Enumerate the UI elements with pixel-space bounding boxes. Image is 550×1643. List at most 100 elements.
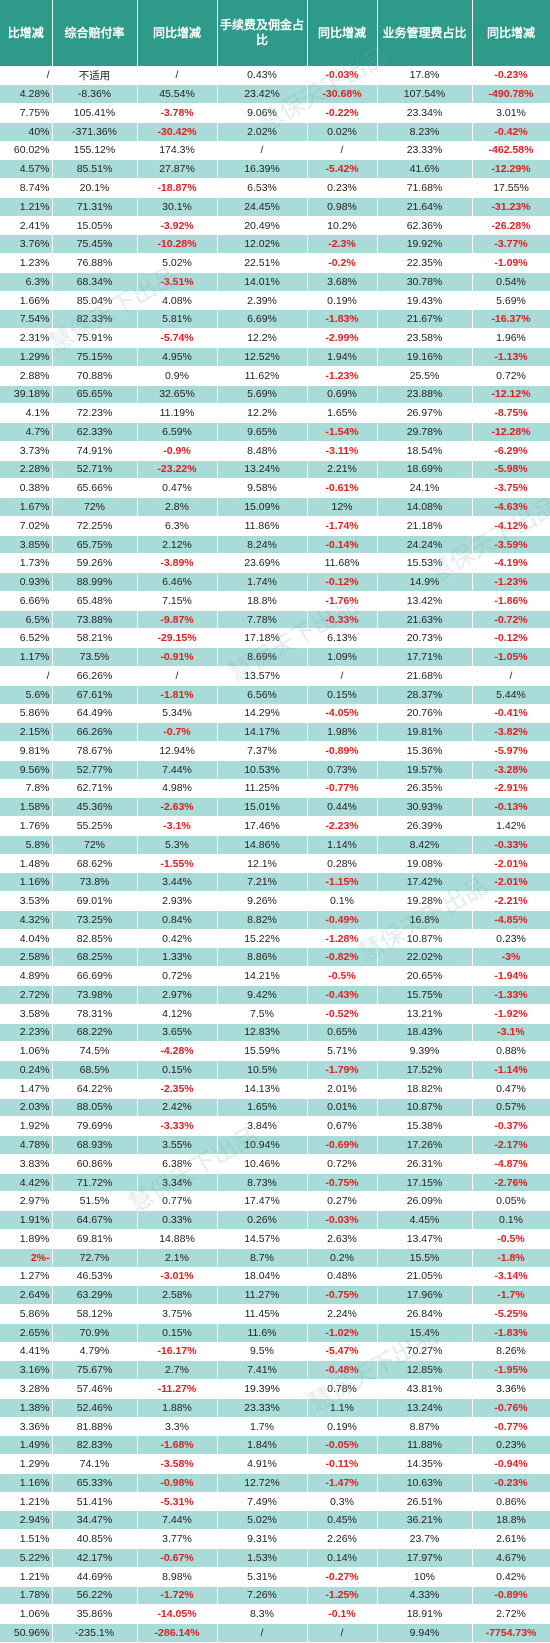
table-row: 40% -371.36% -30.42% 2.02% 0.02% 8.23% -0.42% — [0, 122, 550, 142]
table-cell: / — [217, 1623, 308, 1643]
table-cell: 1.17% — [0, 647, 53, 667]
table-cell: 23.88% — [377, 385, 473, 405]
table-cell: -235.1% — [52, 1623, 138, 1643]
table-cell: 24.1% — [377, 478, 473, 499]
table-cell: 0.98% — [307, 197, 378, 217]
table-cell: 1.16% — [0, 872, 53, 893]
table-row: 2.41% 15.05% -3.92% 20.49% 10.2% 62.36% -26.28… — [0, 216, 550, 236]
table-cell: 2.39% — [217, 291, 308, 311]
table-cell: 0.28% — [307, 854, 378, 874]
table-row: 3.16% 75.67% 2.7% 7.41% -0.48% 12.85% -1.95% — [0, 1360, 550, 1381]
table-row: 2.65% 70.9% 0.15% 11.6% -1.02% 15.4% -1.83% — [0, 1323, 550, 1343]
table-cell: -1.95% — [472, 1360, 550, 1381]
table-cell: -6.29% — [472, 441, 550, 461]
table-cell: 2.31% — [0, 328, 53, 348]
table-cell: 0.15% — [137, 1060, 218, 1080]
table-cell: 0.9% — [137, 366, 218, 386]
col-header-yoy-change-2: 同比增减 — [137, 0, 218, 66]
table-cell: 0.19% — [307, 1417, 378, 1437]
table-row: 6.5% 73.88% -9.87% 7.78% -0.33% 21.63% -0.72% — [0, 610, 550, 630]
table-row: 1.38% 52.46% 1.88% 23.33% 1.1% 13.24% -0.76% — [0, 1398, 550, 1418]
table-cell: 75.15% — [52, 347, 138, 367]
table-cell: -0.72% — [472, 610, 550, 630]
col-header-combined-loss-ratio: 综合赔付率 — [52, 0, 138, 66]
table-cell: 14.29% — [217, 704, 308, 724]
table-cell: 4.78% — [0, 1135, 53, 1155]
table-cell: 45.54% — [137, 84, 218, 105]
table-cell: -29.15% — [137, 628, 218, 649]
table-cell: -0.37% — [472, 1116, 550, 1137]
table-cell: 82.85% — [52, 929, 138, 949]
table-cell: 5.31% — [217, 1567, 308, 1587]
table-cell: -2.99% — [307, 328, 378, 348]
table-cell: / — [307, 141, 378, 161]
table-cell: -2.76% — [472, 1173, 550, 1193]
col-header-yoy-change-3: 同比增减 — [307, 0, 378, 66]
table-cell: 18.8% — [217, 591, 308, 611]
table-cell: 11.68% — [307, 553, 378, 574]
table-cell: 12.83% — [217, 1023, 308, 1043]
table-cell: -4.87% — [472, 1154, 550, 1174]
table-cell: -7754.73% — [472, 1623, 550, 1643]
table-cell: 0.15% — [137, 1323, 218, 1343]
table-row: 1.92% 79.69% -3.33% 3.84% 0.67% 15.38% -0.37% — [0, 1116, 550, 1137]
table-cell: -1.81% — [137, 685, 218, 705]
table-cell: 7.15% — [137, 591, 218, 611]
table-cell: 0.57% — [472, 1098, 550, 1118]
table-cell: 11.45% — [217, 1304, 308, 1324]
table-cell: 8.23% — [377, 122, 473, 142]
table-cell: -2% — [0, 1248, 53, 1268]
table-cell: 26.09% — [377, 1191, 473, 1212]
table-cell: 28.37% — [377, 685, 473, 705]
table-cell: 3.36% — [472, 1379, 550, 1399]
table-cell: 15.01% — [217, 797, 308, 818]
table-row: 2.94% 34.47% 7.44% 5.02% 0.45% 36.21% 18.8% — [0, 1510, 550, 1531]
table-cell: 59.26% — [52, 553, 138, 574]
table-cell: 1.27% — [0, 1267, 53, 1287]
table-cell: 58.21% — [52, 628, 138, 649]
table-cell: -0.13% — [472, 797, 550, 818]
table-row: 7.75% 105.41% -3.78% 9.06% -0.22% 23.34% 3.01% — [0, 103, 550, 123]
table-cell: 0.86% — [472, 1492, 550, 1512]
table-cell: / — [472, 666, 550, 686]
table-cell: 20.1% — [52, 178, 138, 198]
table-cell: 69.81% — [52, 1229, 138, 1249]
table-cell: -1.09% — [472, 253, 550, 273]
table-cell: 6.3% — [137, 516, 218, 536]
table-cell: 3.77% — [137, 1529, 218, 1549]
table-cell: 32.65% — [137, 385, 218, 405]
table-cell: 17.42% — [377, 872, 473, 893]
table-cell: 26.51% — [377, 1492, 473, 1512]
table-cell: 3.83% — [0, 1154, 53, 1174]
table-row: 3.83% 60.86% 6.38% 10.46% 0.72% 26.31% -4.87% — [0, 1154, 550, 1174]
table-cell: 5.86% — [0, 1304, 53, 1324]
table-cell: -1.92% — [472, 1004, 550, 1024]
table-cell: -0.49% — [307, 910, 378, 930]
table-cell: -0.52% — [307, 1004, 378, 1024]
table-cell: 17.96% — [377, 1285, 473, 1306]
table-cell: 2.72% — [472, 1604, 550, 1625]
table-cell: 19.08% — [377, 854, 473, 874]
table-cell: 11.6% — [217, 1323, 308, 1343]
table-cell: 0.3% — [307, 1492, 378, 1512]
table-row: 3.85% 65.75% 2.12% 8.24% -0.14% 24.24% -3.59% — [0, 535, 550, 555]
table-cell: 22.35% — [377, 253, 473, 273]
table-row: 5.8% 72% 5.3% 14.86% 1.14% 8.42% -0.33% — [0, 835, 550, 855]
col-header-yoy-change-1: 比增减 — [0, 0, 53, 66]
table-cell: 4.33% — [377, 1586, 473, 1606]
table-cell: -5.98% — [472, 460, 550, 480]
table-row: 3.73% 74.91% -0.9% 8.48% -3.11% 18.54% -6.29% — [0, 441, 550, 461]
table-cell: -3.58% — [137, 1454, 218, 1474]
table-cell: -0.77% — [472, 1417, 550, 1437]
table-row: 1.73% 59.26% -3.89% 23.69% 11.68% 15.53% -4.19… — [0, 553, 550, 574]
table-cell: 6.38% — [137, 1154, 218, 1174]
table-cell: 2.65% — [0, 1323, 53, 1343]
table-cell: 6.66% — [0, 591, 53, 611]
table-row: 8.74% 20.1% -18.87% 6.53% 0.23% 71.68% 17.55% — [0, 178, 550, 198]
table-row: 4.42% 71.72% 3.34% 8.73% -0.75% 17.15% -2.76% — [0, 1173, 550, 1193]
table-cell: 26.97% — [377, 403, 473, 424]
table-cell: -2.21% — [472, 891, 550, 911]
table-cell: 10.5% — [217, 1060, 308, 1080]
table-cell: 1.58% — [0, 797, 53, 818]
table-cell: 1.84% — [217, 1435, 308, 1456]
